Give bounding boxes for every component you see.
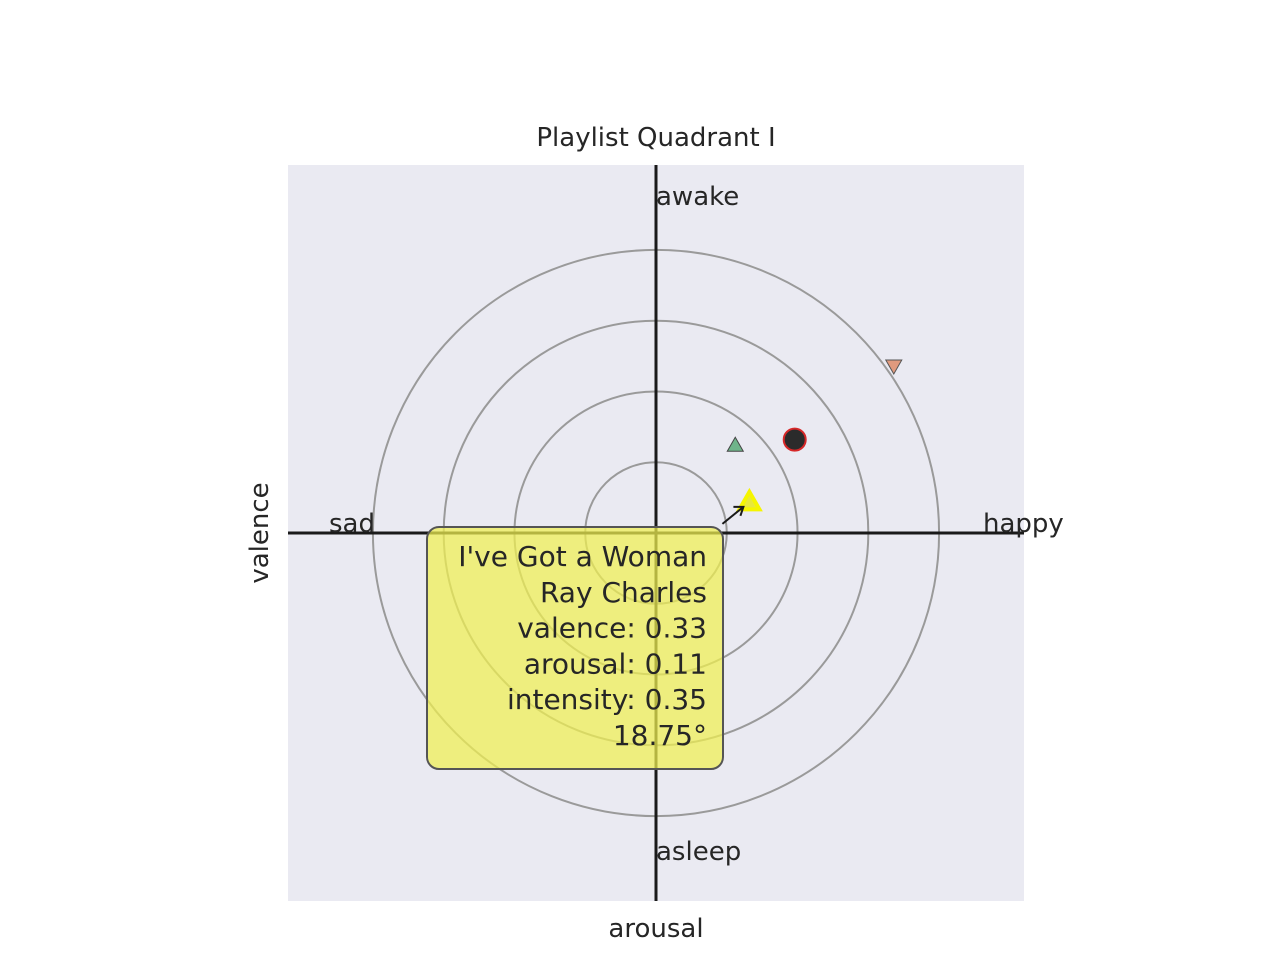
annotation-line: 18.75° (613, 719, 707, 752)
quadrant-label-left: sad (329, 509, 375, 539)
song-points (726, 359, 903, 512)
quadrant-label-top: awake (656, 182, 739, 212)
song-point[interactable] (726, 436, 745, 452)
annotation-box (426, 526, 724, 770)
quadrant-label-right: happy (983, 509, 1064, 539)
highlighted-song-point[interactable] (735, 487, 763, 512)
annotation-arrow (721, 505, 745, 525)
y-axis-label: valence (245, 482, 275, 583)
chart-title: Playlist Quadrant I (536, 123, 775, 153)
annotation-line: I've Got a Woman (458, 540, 707, 573)
annotation-line: valence: 0.33 (517, 612, 707, 645)
song-point[interactable] (884, 359, 903, 375)
song-point[interactable] (782, 427, 807, 452)
annotation-line: intensity: 0.35 (507, 683, 707, 716)
x-axis-label: arousal (608, 914, 703, 944)
annotation-line: arousal: 0.11 (524, 647, 707, 680)
annotation-line: Ray Charles (540, 576, 707, 609)
quadrant-label-bottom: asleep (656, 837, 741, 867)
